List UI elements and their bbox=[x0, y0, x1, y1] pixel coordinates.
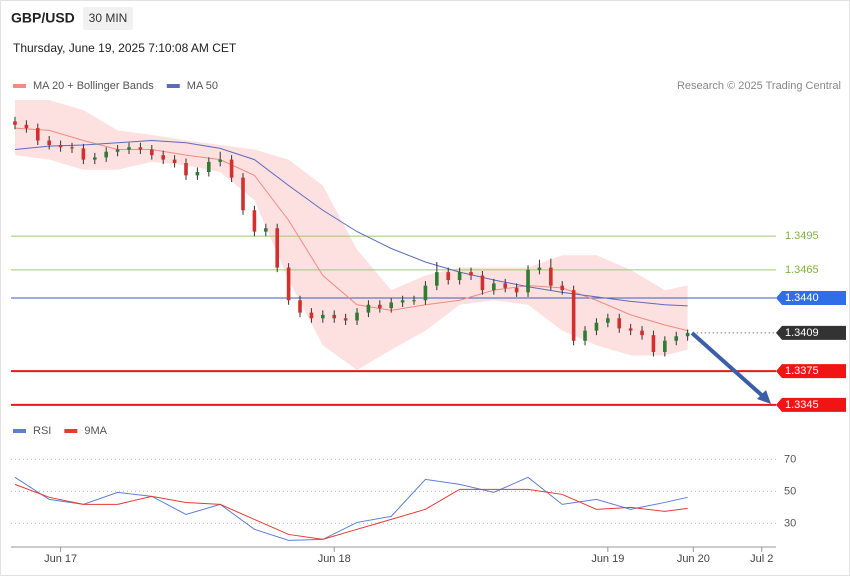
level-label-box bbox=[776, 291, 846, 305]
candle-body bbox=[115, 149, 120, 152]
legend-swatch bbox=[13, 84, 26, 88]
x-tick-label: Jul 2 bbox=[750, 553, 773, 565]
legend-label: MA 20 + Bollinger Bands bbox=[33, 80, 154, 92]
x-tick-label: Jun 18 bbox=[318, 553, 351, 565]
y-tick-label: 70 bbox=[784, 453, 796, 465]
candle-body bbox=[35, 128, 40, 141]
candle-body bbox=[617, 318, 622, 329]
level-label: 1.3440 bbox=[785, 292, 819, 304]
candle-body bbox=[58, 145, 63, 148]
candle-body bbox=[560, 285, 565, 291]
candle-body bbox=[435, 272, 439, 286]
candle-body bbox=[104, 151, 108, 158]
candle-body bbox=[264, 228, 268, 232]
level-label: 1.3375 bbox=[785, 365, 819, 377]
candle-body bbox=[195, 172, 200, 176]
x-tick-label: Jun 17 bbox=[44, 553, 77, 565]
x-tick-label: Jun 20 bbox=[677, 553, 710, 565]
bollinger-band bbox=[14, 100, 688, 370]
y-tick-label: 50 bbox=[784, 485, 796, 497]
candle-body bbox=[150, 149, 154, 156]
candle-body bbox=[583, 330, 587, 341]
candle-body bbox=[651, 335, 656, 352]
level-label: 1.3465 bbox=[785, 264, 819, 276]
candle-body bbox=[549, 267, 553, 286]
candle-body bbox=[571, 290, 576, 341]
candle-body bbox=[252, 210, 257, 232]
candle-body bbox=[492, 283, 496, 291]
candle-body bbox=[480, 275, 485, 291]
candle-body bbox=[229, 159, 234, 178]
candle-body bbox=[423, 285, 428, 301]
legend-label: 9MA bbox=[84, 425, 107, 437]
candle-body bbox=[70, 147, 74, 149]
candle-body bbox=[47, 140, 51, 145]
candle-body bbox=[663, 340, 667, 352]
candle-body bbox=[92, 157, 97, 160]
candle-body bbox=[184, 163, 188, 176]
level-label-box bbox=[776, 364, 846, 379]
candle-body bbox=[537, 267, 542, 270]
candle-body bbox=[378, 304, 382, 309]
candle-body bbox=[628, 328, 633, 331]
candle-body bbox=[640, 330, 644, 336]
candle-body bbox=[207, 161, 211, 172]
candle-body bbox=[412, 300, 416, 302]
candle-body bbox=[355, 312, 359, 321]
candle-body bbox=[400, 300, 405, 303]
candle-body bbox=[457, 272, 462, 280]
candle-body bbox=[81, 148, 86, 160]
candle-body bbox=[309, 312, 314, 319]
level-label: 1.3345 bbox=[785, 399, 819, 411]
candle-body bbox=[161, 155, 166, 160]
candle-body bbox=[674, 336, 679, 341]
interval-box bbox=[83, 7, 133, 30]
candle-body bbox=[218, 159, 223, 162]
candle-body bbox=[343, 318, 348, 321]
candle-body bbox=[138, 147, 143, 150]
x-tick-label: Jun 19 bbox=[591, 553, 624, 565]
candle-body bbox=[594, 322, 599, 331]
candle-body bbox=[503, 283, 508, 288]
candle-body bbox=[241, 177, 245, 211]
legend-swatch bbox=[166, 84, 180, 88]
candle-body bbox=[24, 124, 29, 129]
legend-label: MA 50 bbox=[187, 80, 218, 92]
candle-body bbox=[366, 304, 371, 313]
level-label-box bbox=[776, 325, 846, 340]
candle-body bbox=[298, 300, 302, 313]
indicator-line bbox=[14, 483, 688, 540]
candle-body bbox=[469, 272, 473, 276]
candle-body bbox=[514, 287, 519, 293]
indicator-line bbox=[14, 139, 688, 307]
candle-body bbox=[172, 159, 177, 163]
forecast-arrow bbox=[690, 331, 768, 401]
candle-body bbox=[526, 269, 530, 293]
level-label: 1.3495 bbox=[785, 230, 819, 242]
legend-label: RSI bbox=[33, 425, 51, 437]
candle-body bbox=[389, 302, 394, 309]
legend-swatch bbox=[64, 429, 78, 433]
symbol: GBP/USD bbox=[11, 10, 75, 26]
candle-body bbox=[446, 272, 451, 280]
credit: Research © 2025 Trading Central bbox=[677, 80, 841, 92]
candle-body bbox=[685, 332, 690, 337]
candle-body bbox=[127, 147, 131, 150]
candle-body bbox=[321, 314, 325, 319]
candle-body bbox=[606, 318, 610, 323]
legend-swatch bbox=[13, 429, 26, 433]
candle-body bbox=[332, 314, 337, 319]
level-label: 1.3409 bbox=[785, 327, 819, 339]
indicator-line bbox=[14, 476, 688, 541]
datetime: Thursday, June 19, 2025 7:10:08 AM CET bbox=[13, 41, 237, 55]
level-label-box bbox=[776, 397, 846, 412]
interval: 30 MIN bbox=[89, 11, 128, 25]
candle-body bbox=[286, 267, 291, 301]
candle-body bbox=[13, 121, 17, 125]
forecast-arrow-head bbox=[757, 390, 771, 404]
candle-body bbox=[275, 228, 280, 268]
y-tick-label: 30 bbox=[784, 517, 796, 529]
